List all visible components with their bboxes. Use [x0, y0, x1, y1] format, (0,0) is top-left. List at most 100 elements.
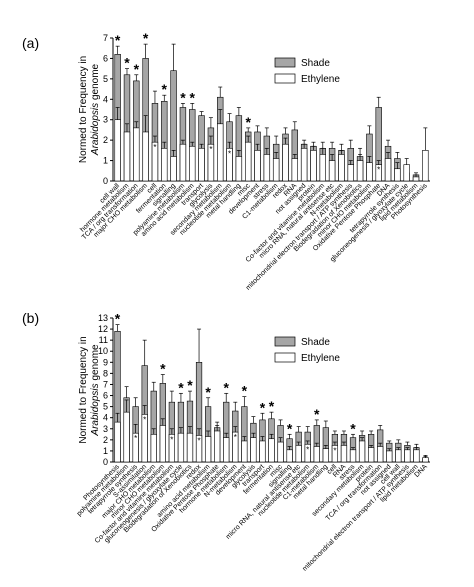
bar-ethylene: [263, 154, 271, 182]
bar-ethylene: [340, 445, 348, 463]
y-axis-label-species: Arabidopsis: [90, 103, 101, 156]
significance-star: *: [190, 89, 196, 105]
bar-ethylene: [300, 148, 308, 182]
y-tick-label: 10: [98, 346, 108, 356]
bar-ethylene: [177, 432, 185, 463]
bar-ethylene: [179, 143, 187, 182]
bar-ethylene: [349, 449, 357, 463]
y-tick-label: 12: [98, 324, 108, 334]
significance-star: *: [124, 55, 130, 71]
bar-ethylene: [186, 432, 194, 463]
inner-star: *: [209, 145, 212, 154]
bar-ethylene: [422, 150, 429, 182]
bar-ethylene: [384, 158, 392, 182]
y-tick-label: 2: [103, 435, 108, 445]
inner-star: *: [170, 435, 173, 444]
bar-ethylene: [347, 164, 354, 182]
legend-label-ethylene: Ethylene: [301, 353, 340, 364]
panel-b-chart: (b) Normed to Frequency inArabidopsis gen…: [22, 310, 430, 573]
legend-swatch-ethylene: [274, 352, 296, 363]
y-tick-label: 11: [99, 335, 108, 345]
significance-star: *: [223, 379, 229, 395]
y-tick-label: 7: [103, 33, 108, 43]
significance-star: *: [178, 379, 184, 395]
bar-ethylene: [413, 449, 420, 463]
legend-label-ethylene: Ethylene: [301, 74, 340, 85]
significance-star: *: [115, 32, 121, 48]
bar-ethylene: [386, 450, 393, 463]
bar-ethylene: [282, 143, 289, 182]
inner-star: *: [306, 445, 309, 454]
y-axis-label-line2: Arabidopsis genome: [90, 63, 101, 156]
y-tick-label: 4: [103, 94, 108, 104]
bar-ethylene: [412, 176, 420, 182]
inner-star: *: [134, 434, 137, 443]
significance-star: *: [160, 360, 166, 376]
panel-label: (b): [22, 310, 39, 326]
bar-ethylene: [268, 438, 275, 463]
y-tick-label: 1: [103, 156, 108, 166]
inner-star: *: [153, 143, 156, 152]
y-tick-label: 4: [103, 413, 108, 423]
bar-ethylene: [356, 160, 364, 182]
y-axis-label-species: Arabidopsis: [90, 383, 101, 436]
y-axis-label: Normed to Frequency inArabidopsis genome: [78, 336, 101, 443]
y-tick-label: 9: [103, 357, 108, 367]
panel-a-chart: (a) Normed to Frequency inArabidopsis gen…: [22, 30, 430, 292]
bar-ethylene: [319, 154, 326, 182]
y-tick-label: 3: [103, 424, 108, 434]
bar-ethylene: [368, 447, 375, 463]
significance-star: *: [187, 377, 193, 393]
bar-ethylene: [377, 446, 384, 463]
bar-ethylene: [250, 437, 257, 463]
bar-ethylene: [395, 449, 402, 463]
significance-star: *: [143, 30, 149, 46]
legend-label-shade: Shade: [301, 337, 330, 348]
bar-ethylene: [366, 162, 373, 182]
bar-ethylene: [277, 441, 284, 463]
bar-ethylene: [159, 425, 166, 463]
inner-star: *: [228, 149, 231, 158]
bar-ethylene: [142, 131, 149, 182]
y-axis-label-line1: Normed to Frequency in: [78, 336, 89, 443]
bar-ethylene: [114, 421, 121, 463]
y-tick-label: 2: [103, 135, 108, 145]
bar-ethylene: [295, 445, 302, 463]
bar-ethylene: [204, 436, 212, 463]
inner-star: *: [333, 446, 336, 455]
inner-star: *: [377, 166, 380, 175]
bar-ethylene: [189, 145, 196, 182]
y-tick-label: 0: [103, 176, 108, 186]
bar-ethylene: [259, 440, 266, 463]
y-tick-label: 7: [103, 379, 108, 389]
significance-star: *: [260, 399, 266, 415]
legend-label-shade: Shade: [301, 58, 330, 69]
bar-ethylene: [235, 156, 243, 182]
bar-ethylene: [338, 154, 345, 182]
y-tick-label: 0: [103, 457, 108, 467]
significance-star: *: [134, 61, 140, 77]
inner-star: *: [234, 433, 237, 442]
panel-label: (a): [22, 35, 39, 51]
bar-ethylene: [422, 457, 429, 463]
y-tick-label: 1: [103, 446, 108, 456]
significance-star: *: [245, 114, 251, 130]
bar-ethylene: [123, 411, 130, 463]
bar-ethylene: [403, 164, 410, 182]
y-tick-label: 6: [103, 53, 108, 63]
bar-ethylene: [313, 446, 320, 463]
bar-ethylene: [150, 434, 157, 463]
bar-ethylene: [214, 430, 221, 463]
bar-ethylene: [328, 160, 336, 182]
bar-ethylene: [123, 131, 131, 182]
bar-ethylene: [245, 141, 252, 182]
legend-swatch-shade: [274, 336, 296, 347]
y-tick-label: 3: [103, 115, 108, 125]
y-tick-label: 6: [103, 391, 108, 401]
significance-star: *: [287, 420, 293, 436]
bar-ethylene: [217, 123, 224, 182]
bar-ethylene: [161, 148, 168, 182]
significance-star: *: [314, 406, 320, 422]
bar-ethylene: [286, 449, 293, 463]
